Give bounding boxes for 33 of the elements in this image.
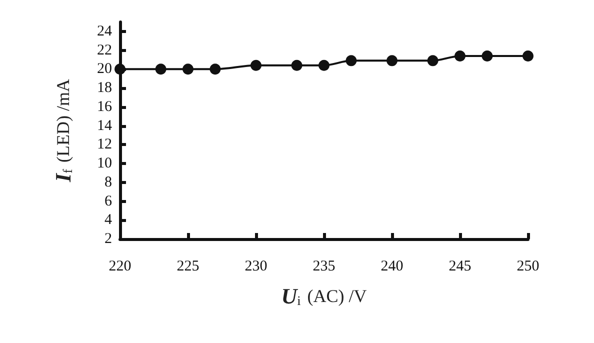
y-tick-label: 22 <box>97 42 112 58</box>
point <box>454 50 466 62</box>
x-tick-label: 240 <box>380 258 404 274</box>
x-axis-title: Ui (AC) /V <box>281 284 367 308</box>
point <box>210 64 221 75</box>
x-tick-label: 235 <box>312 258 336 274</box>
point <box>291 60 302 71</box>
y-tick-label: 10 <box>97 156 112 172</box>
y-tick-label: 18 <box>97 80 112 96</box>
y-tick-label: 16 <box>97 98 112 115</box>
y-tick-label: 12 <box>97 136 112 153</box>
y-tick-label: 8 <box>104 174 112 190</box>
y-tick-label: 4 <box>104 212 112 228</box>
point <box>482 50 493 62</box>
point <box>155 64 166 75</box>
x-tick-label: 230 <box>244 258 268 274</box>
point <box>318 60 330 71</box>
point <box>427 55 438 66</box>
y-tick-label: 14 <box>97 118 112 134</box>
x-tick-label: 250 <box>516 258 540 274</box>
x-tick-label: 225 <box>176 258 200 274</box>
x-tick-label: 220 <box>108 258 132 274</box>
point <box>346 55 357 66</box>
point <box>522 50 534 62</box>
y-tick-label: 2 <box>104 231 112 247</box>
point <box>250 60 262 71</box>
y-axis-title: If (LED) /mA <box>50 79 76 183</box>
point <box>386 55 398 66</box>
x-tick-label: 245 <box>448 258 472 274</box>
y-tick-label: 6 <box>104 193 112 210</box>
y-tick-label: 20 <box>97 61 112 78</box>
y-tick-label: 24 <box>97 23 112 40</box>
point <box>182 64 194 75</box>
